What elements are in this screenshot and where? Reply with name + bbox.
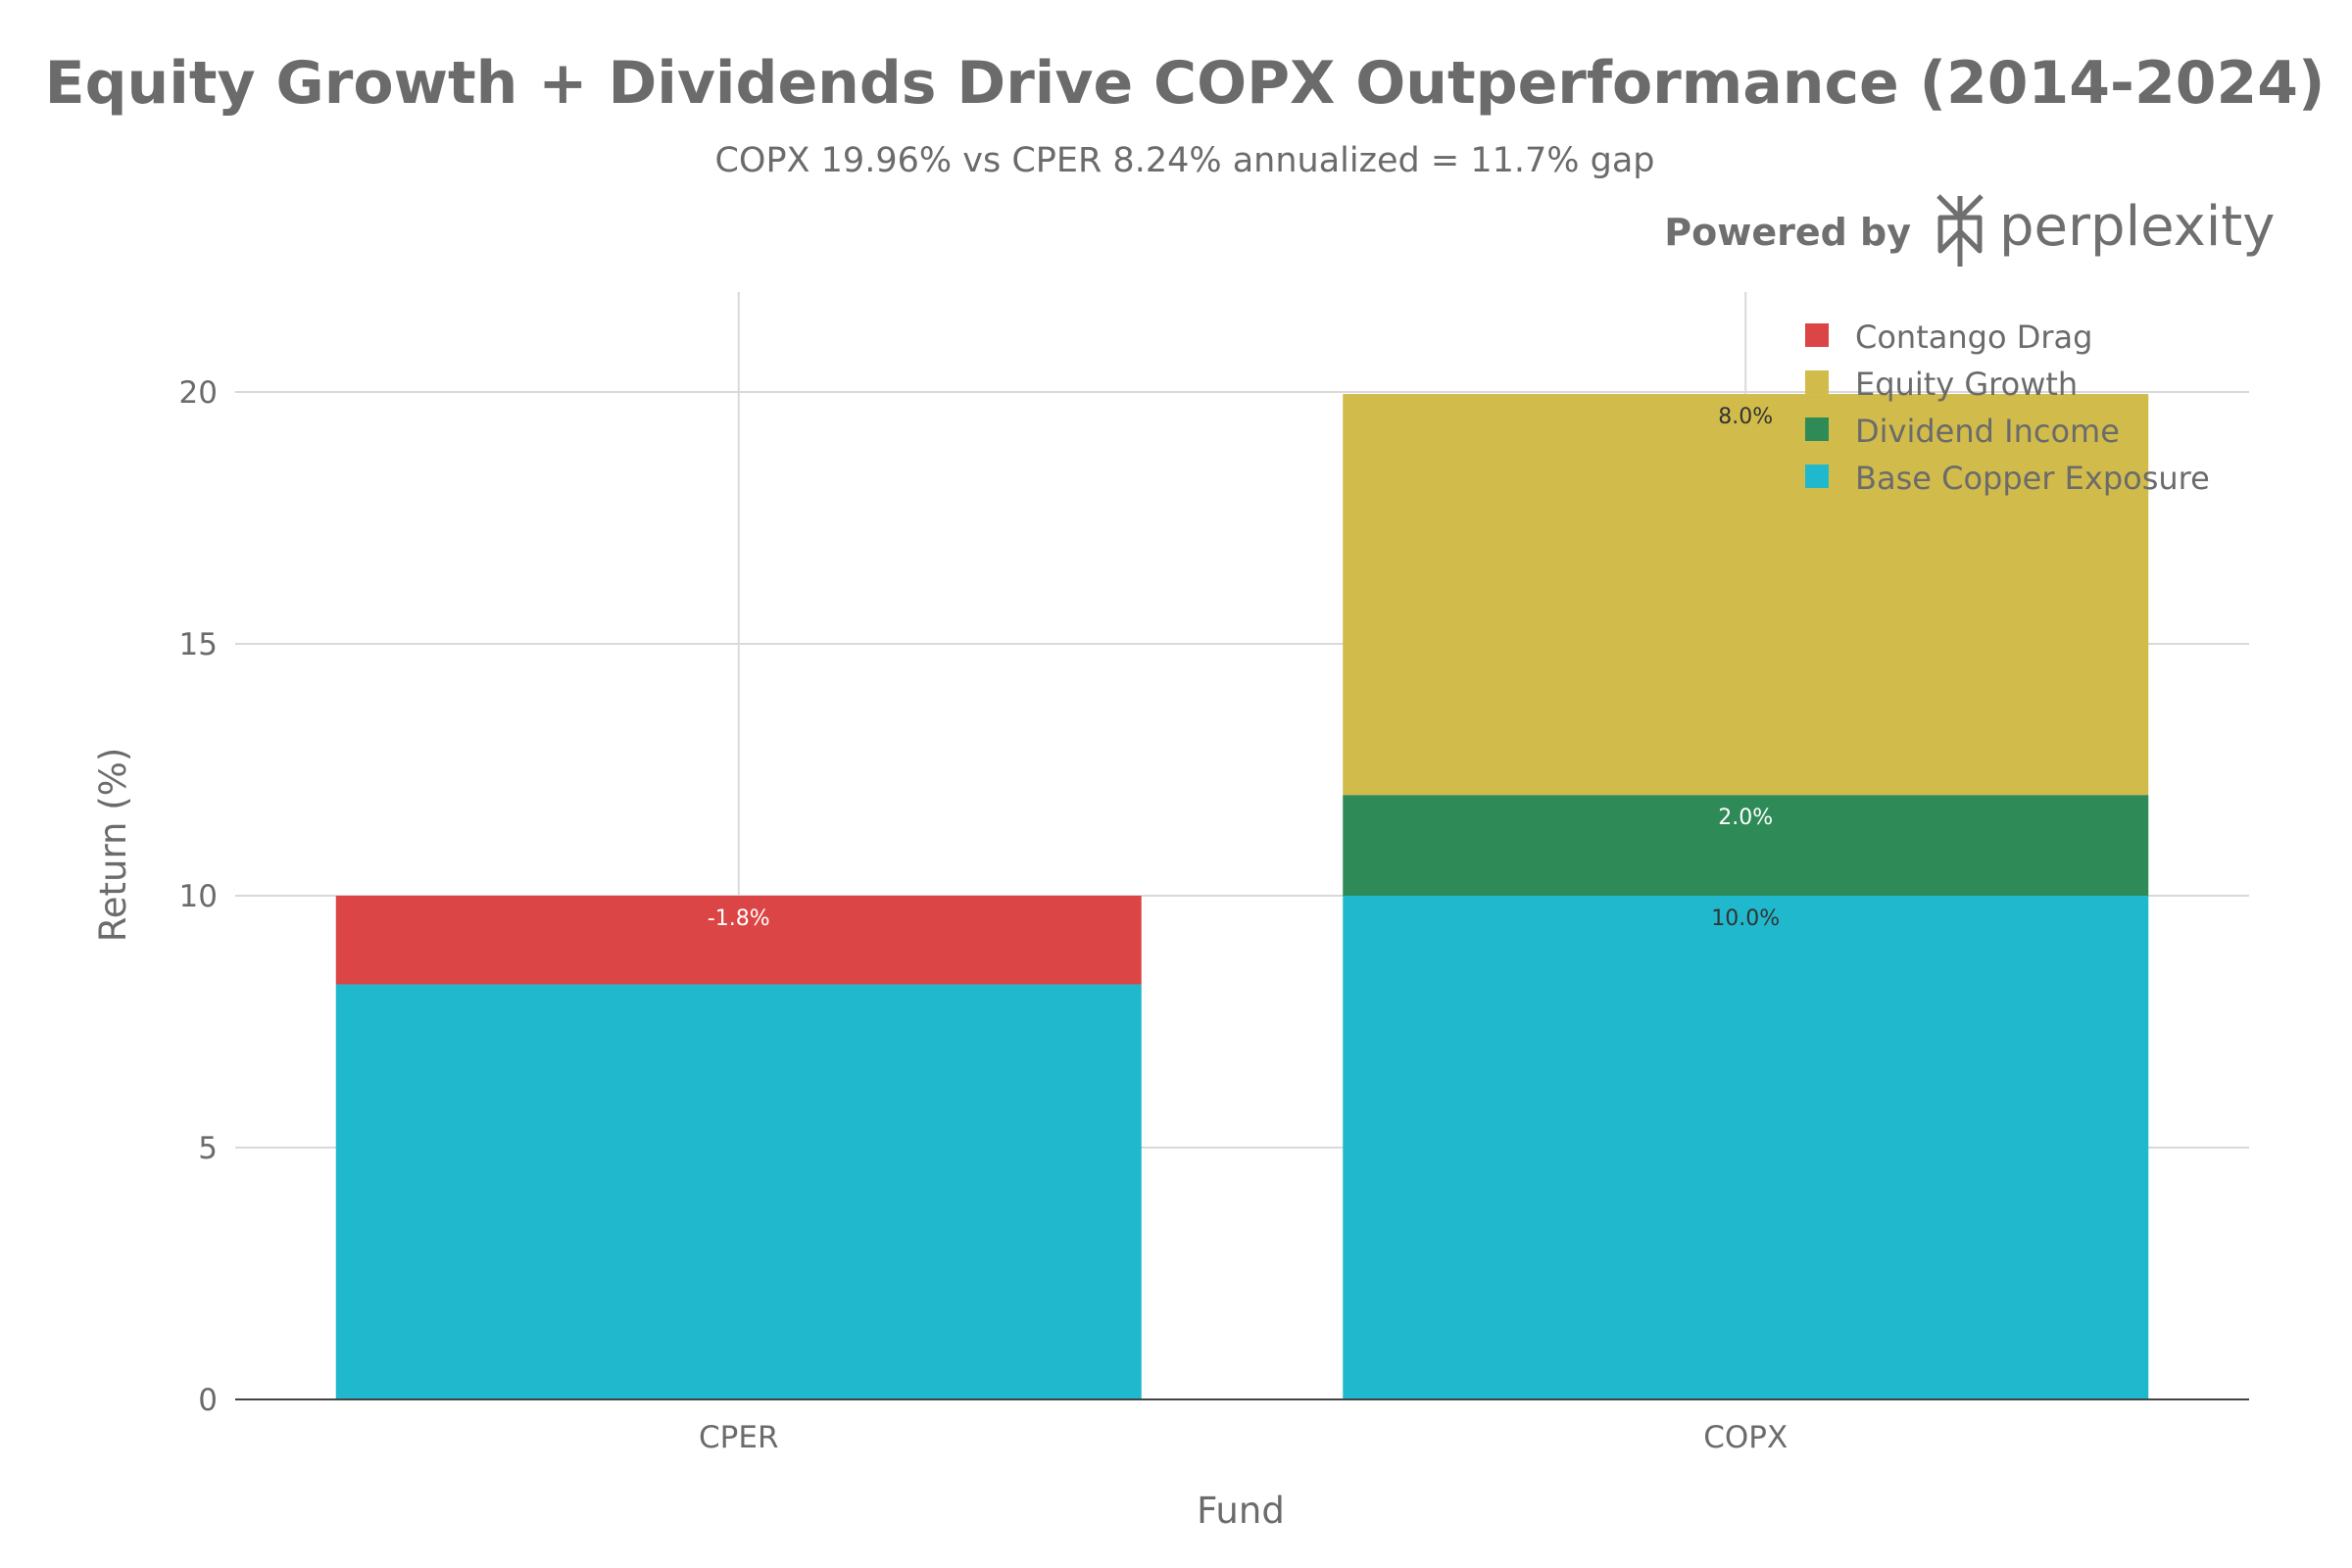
y-tick-label: 5 <box>198 1131 218 1166</box>
bars <box>335 394 2149 1399</box>
y-tick-label: 20 <box>179 375 218 411</box>
x-tick-label: COPX <box>1703 1420 1788 1455</box>
legend-label: Dividend Income <box>1855 413 2120 450</box>
data-label: 8.0% <box>1718 405 1773 429</box>
legend: Contango Drag Equity Growth Dividend Incom… <box>1805 318 2210 497</box>
y-tick-label: 0 <box>198 1383 218 1418</box>
data-label: 10.0% <box>1711 906 1780 931</box>
data-label: 2.0% <box>1718 806 1773 830</box>
y-tick-label: 10 <box>179 879 218 914</box>
data-label: -1.8% <box>708 906 770 931</box>
segment-labels: -1.8% 10.0% 2.0% 8.0% <box>708 405 1780 931</box>
powered-by-text: Powered by <box>1664 211 1911 254</box>
legend-swatch <box>1805 417 1829 441</box>
branding: Powered by perplexity <box>1664 194 2275 267</box>
y-axis-title: Return (%) <box>92 748 134 943</box>
x-tick-label: CPER <box>699 1420 778 1455</box>
bar-segment <box>1343 896 2149 1399</box>
x-axis-title: Fund <box>1197 1490 1285 1532</box>
legend-swatch <box>1805 370 1829 394</box>
bar-segment <box>335 984 1142 1399</box>
bar-segment <box>1343 394 2149 796</box>
perplexity-logo-icon <box>1936 194 1984 267</box>
y-tick-label: 15 <box>179 627 218 662</box>
axes: 0 5 10 15 20 CPER COPX <box>179 375 2249 1455</box>
legend-swatch <box>1805 323 1829 347</box>
bar-segment <box>335 896 1142 985</box>
legend-swatch <box>1805 465 1829 488</box>
legend-label: Equity Growth <box>1855 366 2078 403</box>
chart-title: Equity Growth + Dividends Drive COPX Out… <box>45 49 2326 118</box>
legend-label: Contango Drag <box>1855 318 2092 356</box>
perplexity-wordmark: perplexity <box>1999 195 2275 259</box>
legend-label: Base Copper Exposure <box>1855 460 2210 497</box>
bar-segment <box>1343 795 2149 896</box>
chart-subtitle: COPX 19.96% vs CPER 8.24% annualized = 1… <box>714 141 1654 180</box>
